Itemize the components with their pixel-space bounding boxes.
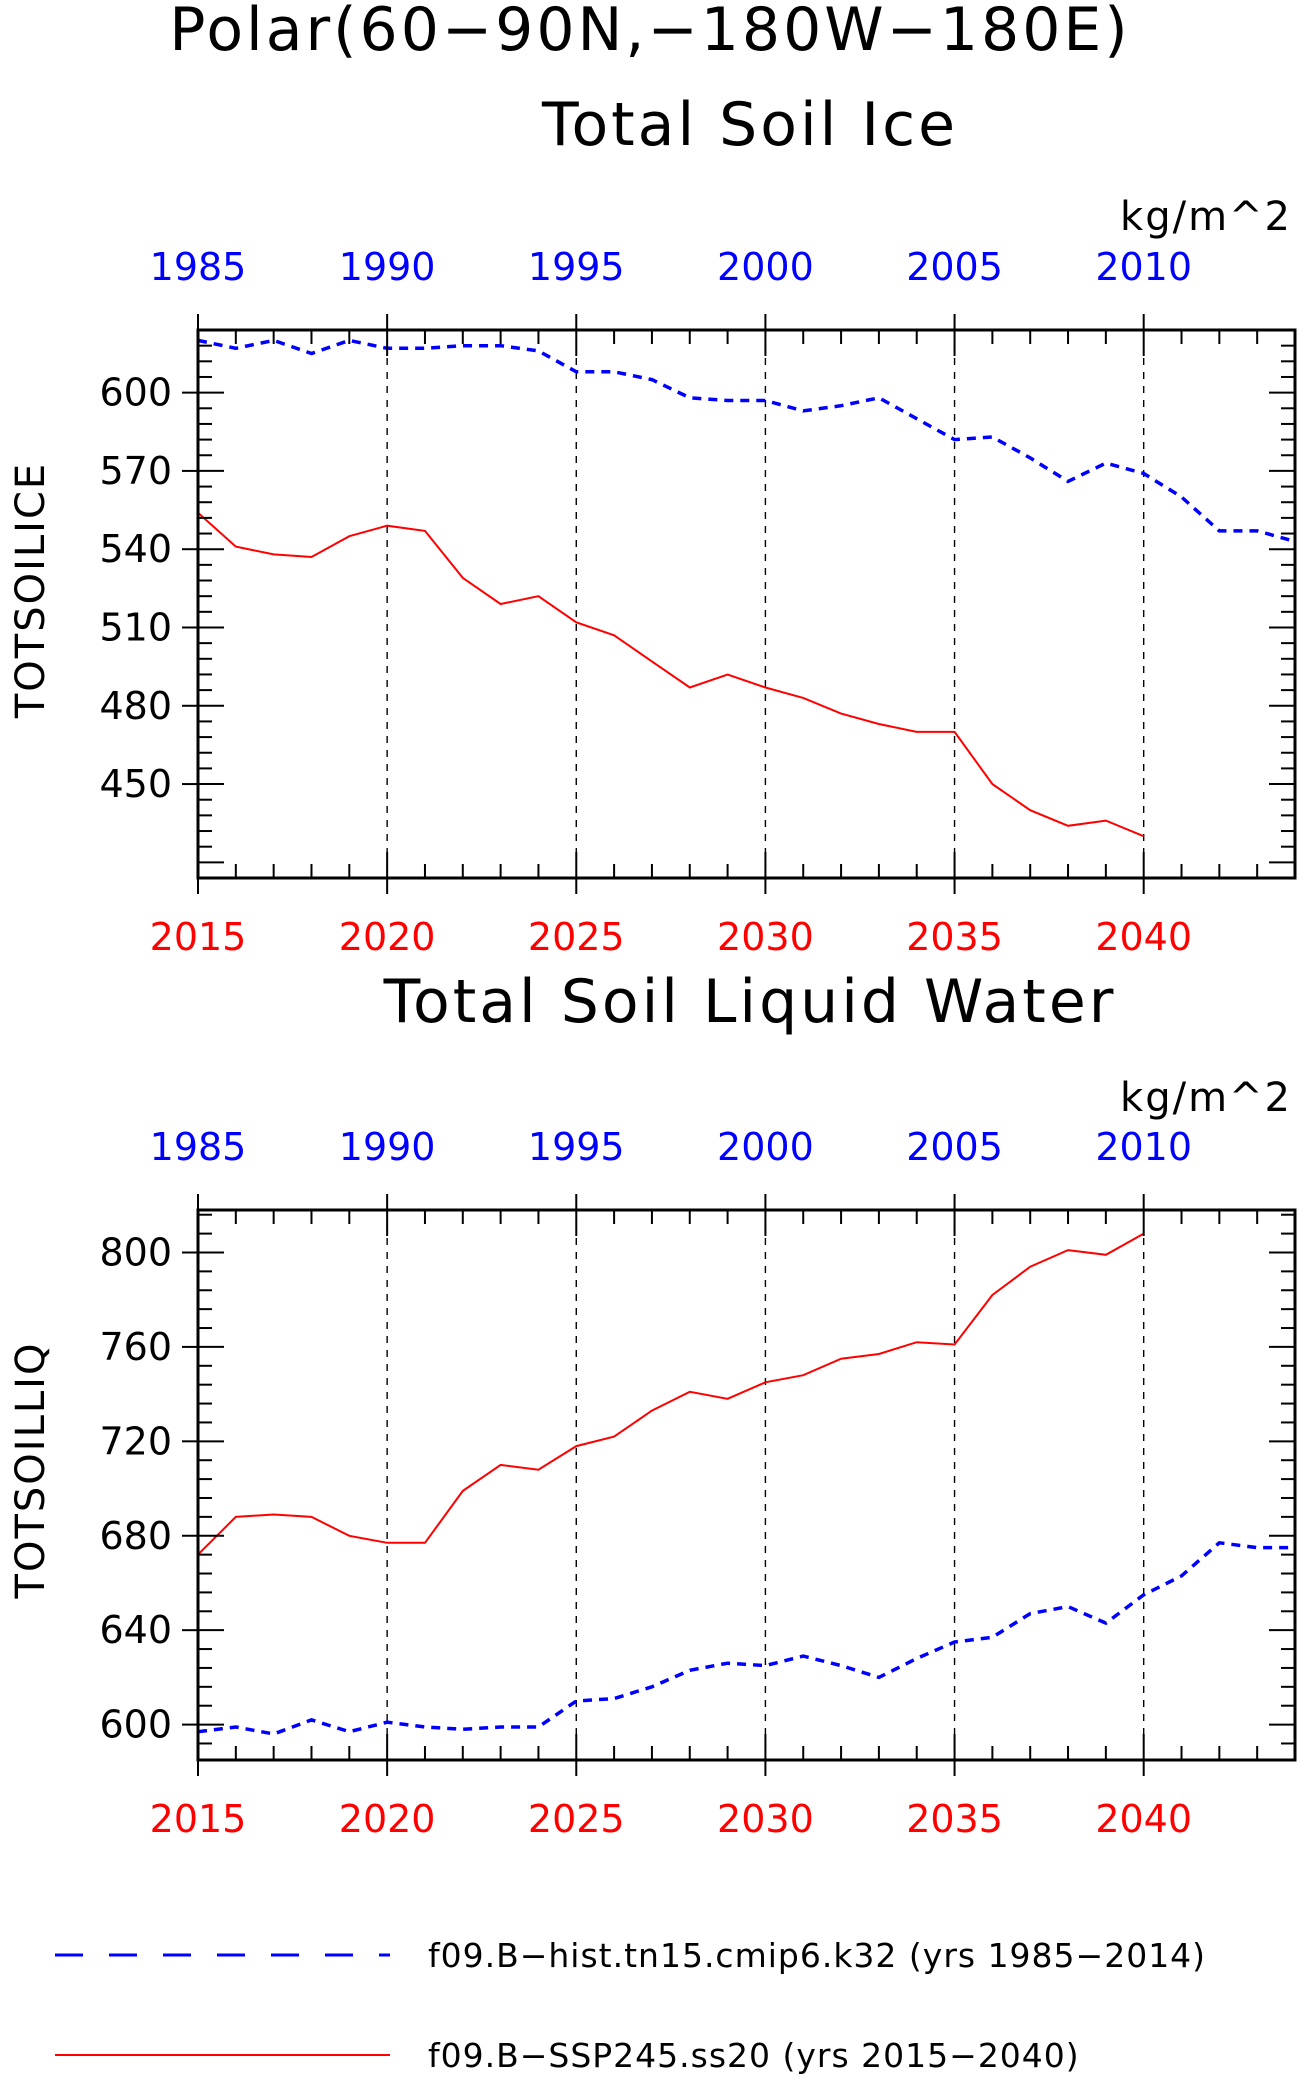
x-tick-label-bottom: 2015 (150, 915, 247, 959)
x-tick-label-top: 2000 (717, 245, 814, 289)
y-tick-label: 720 (99, 1419, 172, 1463)
legend: f09.B−hist.tn15.cmip6.k32 (yrs 1985−2014… (55, 1936, 1206, 2074)
x-tick-label-bottom: 2030 (717, 1797, 814, 1841)
x-tick-label-top: 2010 (1095, 245, 1192, 289)
x-tick-label-bottom: 2015 (150, 1797, 247, 1841)
x-tick-label-top: 2010 (1095, 1125, 1192, 1169)
y-tick-label: 540 (99, 527, 172, 571)
y-tick-label: 600 (99, 371, 172, 415)
x-tick-label-top: 1985 (150, 1125, 247, 1169)
x-tick-label-bottom: 2035 (906, 1797, 1003, 1841)
series-line-ssp (197, 511, 1145, 838)
x-tick-label-top: 1985 (150, 245, 247, 289)
x-tick-label-top: 2005 (906, 1125, 1003, 1169)
series-line-hist (197, 338, 1296, 544)
x-tick-label-bottom: 2025 (528, 915, 625, 959)
series-line-hist (197, 1540, 1295, 1736)
plot-frame (196, 328, 1297, 880)
x-tick-label-bottom: 2030 (717, 915, 814, 959)
panel-total-soil-ice: Total Soil Ice kg/m^2 TOTSOILICE 2015 202… (8, 90, 1297, 959)
chart-title: Total Soil Liquid Water (383, 967, 1117, 1037)
x-tick-label-top: 1995 (528, 1125, 625, 1169)
x-tick-label-top: 2000 (717, 1125, 814, 1169)
units-label: kg/m^2 (1120, 194, 1292, 240)
x-tick-label-bottom: 2040 (1095, 915, 1192, 959)
x-tick-label-bottom: 2025 (528, 1797, 625, 1841)
y-tick-label: 800 (99, 1230, 172, 1274)
chart-title: Total Soil Ice (541, 90, 958, 160)
y-tick-label: 760 (99, 1325, 172, 1369)
region-title: Polar(60−90N,−180W−180E) (169, 0, 1130, 65)
y-tick-label: 480 (99, 684, 172, 728)
y-axis-label: TOTSOILICE (8, 462, 54, 719)
y-axis-label: TOTSOILLIQ (8, 1342, 54, 1600)
panel-total-soil-liquid-water: Total Soil Liquid Water kg/m^2 TOTSOILLI… (8, 967, 1297, 1841)
y-tick-label: 640 (99, 1608, 172, 1652)
x-tick-label-bottom: 2040 (1095, 1797, 1192, 1841)
x-tick-label-top: 1995 (528, 245, 625, 289)
legend-label-ssp: f09.B−SSP245.ss20 (yrs 2015−2040) (428, 2036, 1080, 2074)
x-tick-label-top: 1990 (339, 1125, 436, 1169)
x-tick-label-bottom: 2020 (339, 1797, 436, 1841)
series-line-ssp (197, 1232, 1145, 1556)
y-tick-label: 600 (99, 1703, 172, 1747)
y-tick-label: 450 (99, 762, 172, 806)
y-tick-label: 680 (99, 1514, 172, 1558)
y-tick-label: 570 (99, 449, 172, 493)
plot-frame (196, 1208, 1297, 1762)
x-tick-label-bottom: 2020 (339, 915, 436, 959)
units-label: kg/m^2 (1120, 1075, 1292, 1121)
legend-label-hist: f09.B−hist.tn15.cmip6.k32 (yrs 1985−2014… (428, 1936, 1206, 1975)
y-tick-label: 510 (99, 605, 172, 649)
x-tick-label-top: 1990 (339, 245, 436, 289)
x-tick-label-top: 2005 (906, 245, 1003, 289)
x-tick-label-bottom: 2035 (906, 915, 1003, 959)
